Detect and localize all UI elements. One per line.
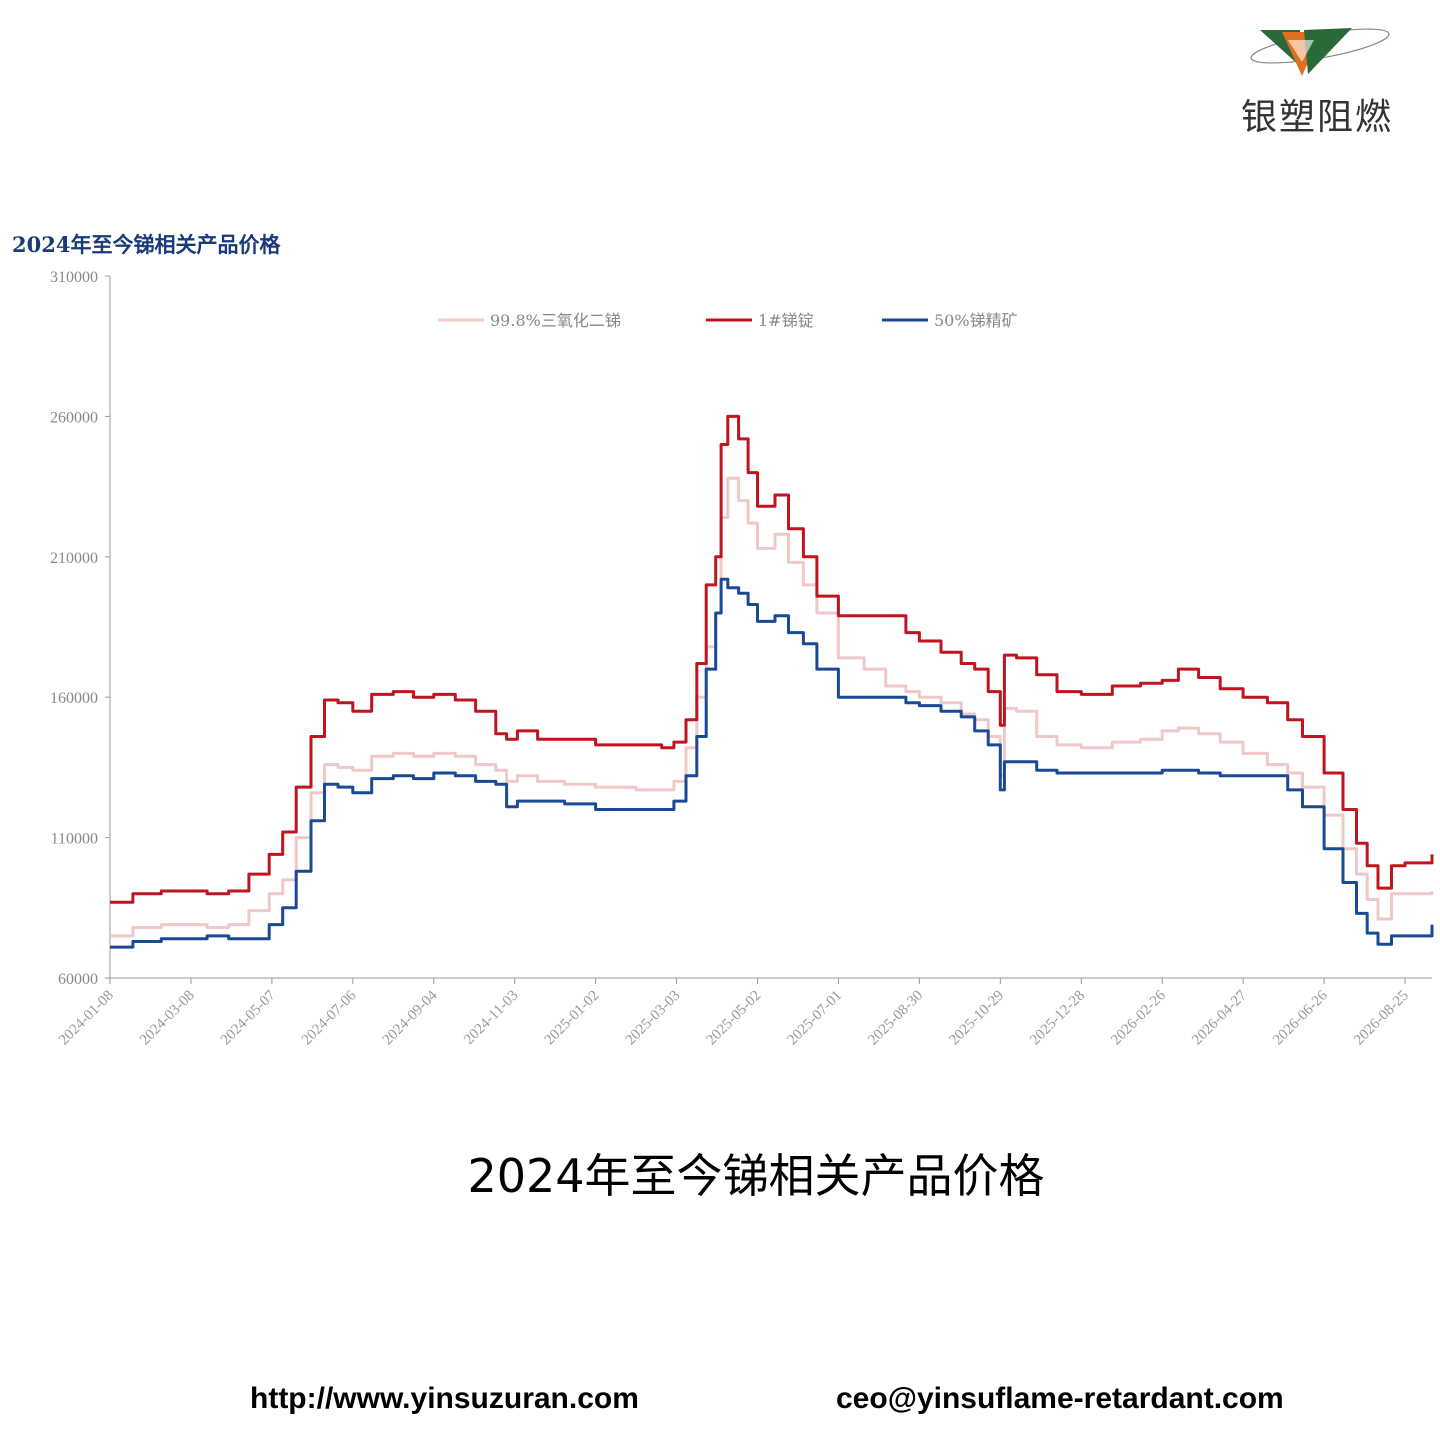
- x-tick-label: 2025-03-03: [623, 988, 684, 1049]
- x-tick-label: 2024-05-07: [218, 987, 279, 1048]
- x-tick-label: 2025-08-30: [865, 988, 926, 1049]
- chart-legend: 99.8%三氧化二锑 1#锑锭 50%锑精矿: [438, 311, 1018, 330]
- x-tick-label: 2025-10-29: [946, 988, 1007, 1049]
- x-tick-label: 2026-06-26: [1270, 987, 1331, 1048]
- x-tick-label: 2026-02-26: [1108, 987, 1169, 1048]
- series-line-1: [110, 476, 1434, 938]
- chart-title: 2024年至今锑相关产品价格: [12, 232, 281, 257]
- x-tick-label: 2025-05-02: [704, 988, 765, 1049]
- series-line-2: [110, 414, 1434, 904]
- x-tick-label: 2024-07-06: [299, 987, 360, 1048]
- series-line-3: [110, 577, 1434, 949]
- y-tick-label: 310000: [50, 269, 98, 286]
- logo-mark-icon: [1250, 28, 1390, 76]
- chart-caption: 2024年至今锑相关产品价格: [467, 1149, 1045, 1203]
- y-tick-label: 60000: [58, 971, 98, 988]
- x-tick-label: 2024-09-04: [380, 987, 441, 1048]
- x-tick-label: 2026-08-25: [1351, 988, 1412, 1049]
- legend-label-3: 50%锑精矿: [934, 311, 1018, 330]
- y-tick-label: 210000: [50, 550, 98, 567]
- y-tick-label: 160000: [50, 690, 98, 707]
- x-tick-label: 2026-04-27: [1189, 987, 1250, 1048]
- x-tick-label: 2024-03-08: [137, 988, 198, 1049]
- brand-logo: 银塑阻燃: [1222, 18, 1412, 138]
- price-chart: 2024年至今锑相关产品价格 310000 260000 210000 160000 1…: [12, 232, 1434, 1048]
- footer-email-link[interactable]: ceo@yinsuflame-retardant.com: [836, 1382, 1284, 1415]
- x-tick-label: 2024-01-08: [56, 988, 117, 1049]
- legend-label-1: 99.8%三氧化二锑: [490, 311, 621, 330]
- footer-website-link[interactable]: http://www.yinsuzuran.com: [250, 1382, 639, 1415]
- x-tick-label: 2024-11-03: [461, 988, 521, 1048]
- y-tick-label: 110000: [51, 831, 98, 848]
- legend-label-2: 1#锑锭: [758, 311, 814, 330]
- x-tick-label: 2025-01-02: [542, 988, 603, 1049]
- chart-axes: 310000260000210000160000110000600002024-…: [50, 269, 1432, 1048]
- x-tick-label: 2025-07-01: [784, 988, 845, 1049]
- chart-lines: [110, 414, 1434, 949]
- x-tick-label: 2025-12-28: [1027, 988, 1088, 1049]
- y-tick-label: 260000: [50, 409, 98, 426]
- brand-name: 银塑阻燃: [1240, 97, 1393, 138]
